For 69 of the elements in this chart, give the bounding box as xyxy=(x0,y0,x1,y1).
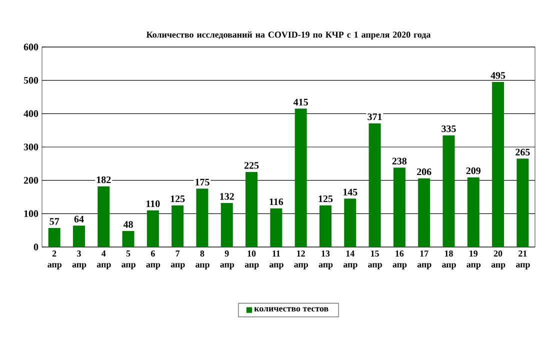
bar xyxy=(172,205,184,247)
x-tick-label: 18 апр xyxy=(442,250,456,270)
bar xyxy=(516,158,529,247)
bar xyxy=(122,231,134,247)
x-tick-label: 15 апр xyxy=(368,250,382,270)
bar xyxy=(467,177,480,247)
y-tick-label: 500 xyxy=(24,76,38,84)
x-tick-label: 12 апр xyxy=(294,250,308,270)
data-label: 371 xyxy=(368,113,382,120)
x-tick-label: 8 апр xyxy=(196,250,210,270)
data-label: 132 xyxy=(220,193,234,200)
data-label: 265 xyxy=(516,148,530,156)
bar xyxy=(146,210,159,247)
x-tick-label: 11 апр xyxy=(269,250,284,270)
bar xyxy=(48,228,60,247)
bar xyxy=(492,82,504,247)
x-tick-label: 10 апр xyxy=(244,250,259,270)
bar xyxy=(294,108,307,247)
x-tick-label: 20 апр xyxy=(491,250,506,270)
data-label: 48 xyxy=(123,221,133,228)
data-label: 415 xyxy=(293,98,308,106)
data-label: 110 xyxy=(146,200,160,208)
x-tick-label: 13 апр xyxy=(318,250,333,270)
data-label: 238 xyxy=(392,158,407,164)
bar xyxy=(72,226,85,247)
data-label: 335 xyxy=(442,125,456,132)
x-tick-label: 16 апр xyxy=(392,250,407,270)
chart-title: Количество исследований на COVID-19 по КЧР с 1 апреля 2020 года xyxy=(146,31,431,40)
x-tick-label: 2 апр xyxy=(48,250,62,270)
data-label: 175 xyxy=(196,178,210,186)
bar xyxy=(418,178,430,247)
y-tick-label: 0 xyxy=(34,244,38,250)
y-tick-label: 200 xyxy=(24,176,38,184)
data-label: 182 xyxy=(96,176,111,184)
bar xyxy=(270,208,282,247)
bar xyxy=(246,172,258,247)
data-label: 206 xyxy=(417,168,432,176)
y-tick-label: 300 xyxy=(24,144,38,150)
bar xyxy=(368,123,381,247)
data-label: 64 xyxy=(74,216,84,222)
x-tick-label: 14 апр xyxy=(343,250,358,270)
x-tick-label: 6 апр xyxy=(146,250,160,270)
data-label: 495 xyxy=(490,72,506,79)
data-label: 125 xyxy=(318,195,333,202)
data-label: 225 xyxy=(244,162,259,169)
x-tick-label: 9 апр xyxy=(220,250,234,270)
bar xyxy=(220,203,233,247)
bar xyxy=(98,186,110,247)
y-tick-label: 100 xyxy=(24,210,38,218)
bar xyxy=(344,198,356,247)
x-tick-label: 21 апр xyxy=(516,250,530,270)
data-label: 145 xyxy=(343,188,358,196)
x-tick-label: 5 апр xyxy=(122,250,136,270)
x-tick-label: 17 апр xyxy=(417,250,432,270)
bar xyxy=(319,205,332,247)
x-tick-label: 4 апр xyxy=(96,250,111,270)
x-tick-label: 19 апр xyxy=(466,250,481,270)
y-tick-label: 400 xyxy=(24,110,38,118)
data-label: 57 xyxy=(50,218,60,225)
x-tick-label: 7 апр xyxy=(170,250,185,270)
x-tick-label: 3 апр xyxy=(72,250,86,270)
bar xyxy=(196,188,208,247)
data-label: 209 xyxy=(466,167,480,174)
bar xyxy=(442,135,455,247)
y-tick-label: 600 xyxy=(24,44,38,50)
legend-label: количество тестов xyxy=(254,307,328,312)
data-label: 125 xyxy=(170,195,185,202)
data-label: 116 xyxy=(270,198,284,206)
bar xyxy=(393,168,406,247)
